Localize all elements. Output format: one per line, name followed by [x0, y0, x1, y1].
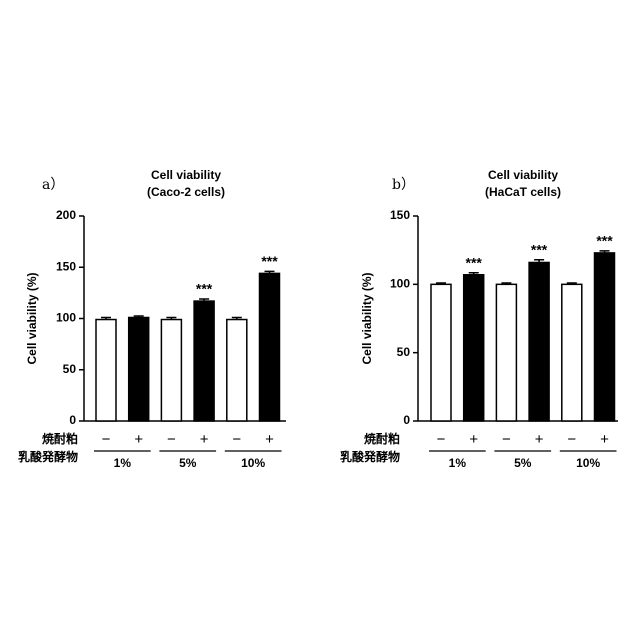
- y-tick-label: 200: [56, 208, 76, 222]
- group-label: 1%: [114, 456, 132, 470]
- x-tick-label: +: [535, 431, 544, 448]
- chart-title: Cell viability: [488, 168, 558, 182]
- chart-subtitle: (Caco-2 cells): [147, 185, 225, 199]
- significance: ***: [596, 233, 613, 249]
- group-label: 10%: [576, 456, 600, 470]
- x-tick-label: −: [102, 431, 111, 448]
- group-label: 10%: [241, 456, 265, 470]
- y-tick-label: 100: [390, 277, 410, 291]
- y-tick-label: 150: [56, 259, 76, 273]
- row-label: 乳酸発酵物: [18, 449, 78, 464]
- y-axis-label: Cell viability (%): [360, 272, 374, 364]
- x-tick-label: −: [232, 431, 241, 448]
- y-tick-label: 0: [69, 413, 76, 427]
- chart-panel: b） Cell viability (HaCaT cells) Cell viabil…: [340, 168, 618, 470]
- y-tick-label: 50: [397, 345, 411, 359]
- bar: [161, 320, 181, 421]
- row-label: 焼酎粕: [364, 431, 400, 446]
- x-tick-label: −: [502, 431, 511, 448]
- y-tick-label: 100: [56, 311, 76, 325]
- significance: ***: [261, 253, 278, 269]
- y-axis-label: Cell viability (%): [25, 272, 39, 364]
- x-tick-label: +: [600, 431, 609, 448]
- significance: ***: [196, 281, 213, 297]
- chart-subtitle: (HaCaT cells): [485, 185, 561, 199]
- group-label: 5%: [514, 456, 532, 470]
- bar: [431, 284, 451, 421]
- group-label: 5%: [179, 456, 197, 470]
- row-label: 乳酸発酵物: [340, 449, 400, 464]
- group-label: 1%: [449, 456, 467, 470]
- bar: [595, 253, 615, 421]
- y-tick-label: 150: [390, 208, 410, 222]
- panel-label: a）: [42, 177, 64, 193]
- bar: [562, 284, 582, 421]
- chart-panel: a） Cell viability (Caco-2 cells) Cell viabi…: [18, 168, 286, 470]
- bar: [194, 301, 214, 421]
- x-tick-label: +: [469, 431, 478, 448]
- row-label: 焼酎粕: [42, 431, 78, 446]
- y-tick-label: 0: [403, 413, 410, 427]
- bar: [227, 320, 247, 421]
- bar: [129, 317, 149, 421]
- bar: [260, 273, 280, 421]
- figure: a） Cell viability (Caco-2 cells) Cell viabi…: [0, 0, 640, 640]
- chart-title: Cell viability: [151, 168, 221, 182]
- bar: [496, 284, 516, 421]
- x-tick-label: −: [167, 431, 176, 448]
- significance: ***: [531, 241, 548, 257]
- panel-label: b）: [392, 177, 415, 193]
- bar: [464, 275, 484, 421]
- x-tick-label: +: [200, 431, 209, 448]
- y-tick-label: 50: [63, 362, 77, 376]
- x-tick-label: −: [437, 431, 446, 448]
- x-tick-label: +: [265, 431, 274, 448]
- x-tick-label: +: [134, 431, 143, 448]
- significance: ***: [466, 254, 483, 270]
- bar: [529, 262, 549, 421]
- x-tick-label: −: [567, 431, 576, 448]
- bar: [96, 320, 116, 421]
